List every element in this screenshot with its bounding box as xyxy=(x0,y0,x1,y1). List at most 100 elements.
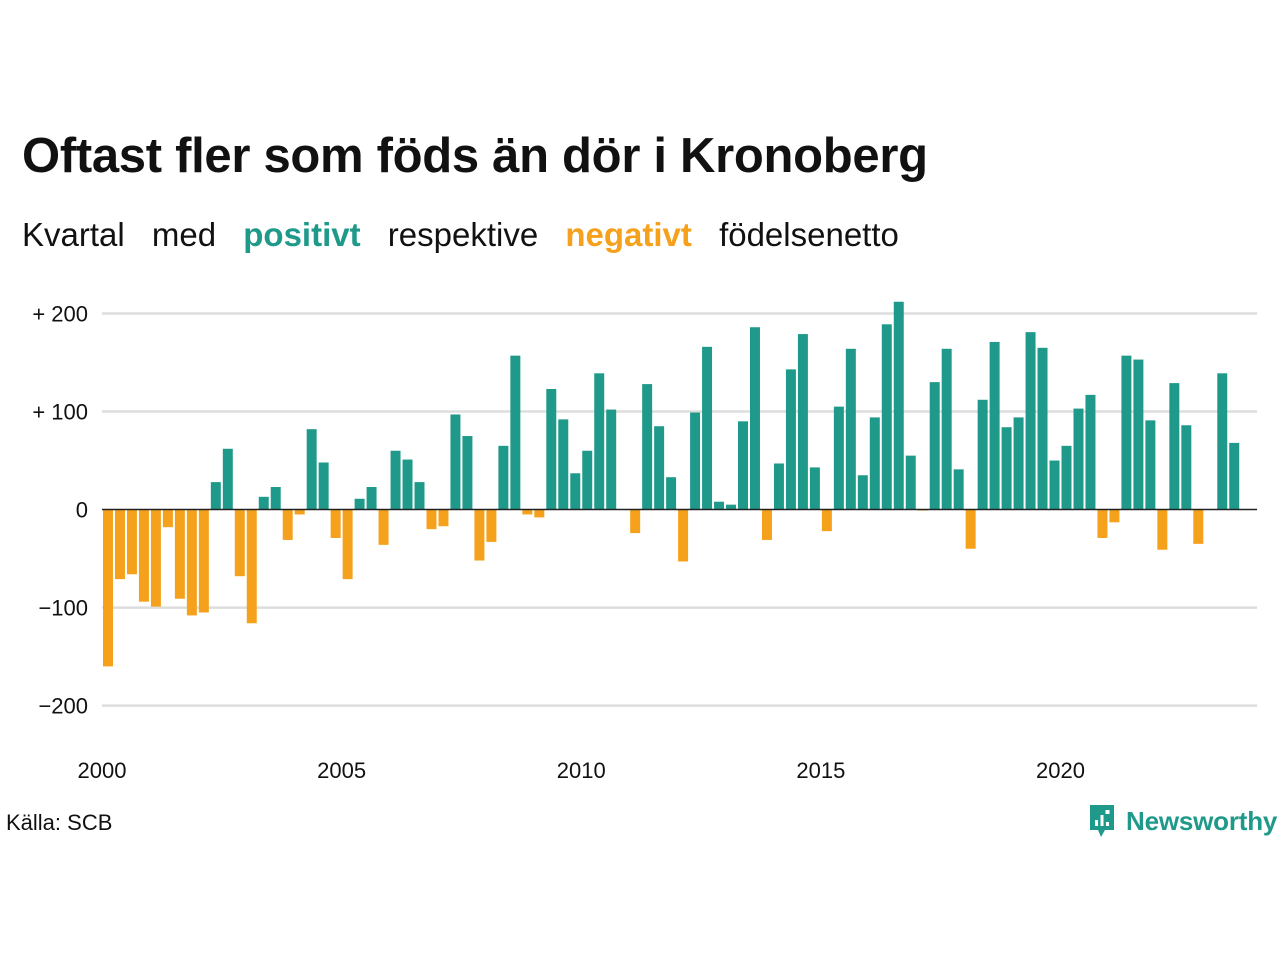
subtitle-word: med xyxy=(151,216,217,253)
bar-positive xyxy=(1025,332,1036,510)
bar-positive xyxy=(1061,445,1072,510)
bar-negative xyxy=(150,509,161,607)
bar-negative xyxy=(534,509,545,518)
bar-negative xyxy=(246,509,257,624)
bar-positive xyxy=(809,467,820,510)
bar-negative xyxy=(198,509,209,613)
bar-negative xyxy=(522,509,533,515)
bar-positive xyxy=(929,382,940,510)
bar-negative xyxy=(965,509,976,549)
bar-positive xyxy=(869,417,880,510)
bar-negative xyxy=(438,509,449,527)
bar-positive xyxy=(797,334,808,510)
bar-positive xyxy=(1049,460,1060,510)
bar-positive xyxy=(953,469,964,510)
bar-positive xyxy=(977,399,988,510)
bar-negative xyxy=(294,509,305,515)
bar-positive xyxy=(773,463,784,510)
bar-positive xyxy=(749,327,760,510)
bar-positive xyxy=(318,462,329,510)
bar-positive xyxy=(1145,420,1156,510)
bar-positive xyxy=(222,448,233,510)
bar-positive xyxy=(510,355,521,510)
bar-positive xyxy=(690,412,701,510)
bar-negative xyxy=(342,509,353,580)
bar-negative xyxy=(103,509,113,667)
bar-negative xyxy=(162,509,173,528)
bar-negative xyxy=(1109,509,1120,523)
bar-positive xyxy=(1073,408,1084,510)
bar-positive xyxy=(833,406,844,510)
bar-negative xyxy=(426,509,437,530)
bar-negative xyxy=(126,509,137,575)
bar-positive xyxy=(1229,442,1240,510)
bar-negative xyxy=(486,509,497,542)
bar-negative xyxy=(474,509,485,561)
bar-positive xyxy=(366,487,377,510)
bar-positive xyxy=(666,477,677,510)
subtitle-word: respektive xyxy=(387,216,539,253)
bar-negative xyxy=(761,509,772,540)
source-note: Källa: SCB xyxy=(6,810,113,835)
x-tick-label: 2000 xyxy=(78,758,127,783)
bar-positive xyxy=(306,429,317,510)
bar-positive xyxy=(989,341,1000,510)
grid-layer xyxy=(102,312,1257,707)
bar-negative xyxy=(114,509,125,580)
bar-positive xyxy=(270,487,281,510)
bar-positive xyxy=(594,373,605,510)
bar-negative xyxy=(1097,509,1108,538)
bar-positive xyxy=(210,482,221,510)
bar-positive xyxy=(702,346,713,510)
bar-negative xyxy=(630,509,641,534)
bar-negative xyxy=(186,509,197,616)
bar-positive xyxy=(714,501,725,510)
chart-subtitle: Kvartal med positivt respektive negativt… xyxy=(22,216,917,254)
bar-positive xyxy=(654,426,665,510)
newsworthy-logo: Newsworthy xyxy=(1088,803,1277,839)
bar-positive xyxy=(414,482,425,510)
chart-title: Oftast fler som föds än dör i Kronoberg xyxy=(22,129,928,183)
bar-positive xyxy=(738,421,748,510)
bar-positive xyxy=(582,450,593,510)
bar-positive xyxy=(606,409,617,510)
axis-layer: + 200 + 100 0 −100 −200 2000 2005 2010 2015 2020 xyxy=(32,302,1257,783)
subtitle-word: födelsenetto xyxy=(719,216,899,253)
y-tick-label: −200 xyxy=(38,694,88,719)
bar-positive xyxy=(905,455,916,510)
bar-positive xyxy=(857,475,868,510)
bar-positive xyxy=(726,504,737,510)
bar-positive xyxy=(354,498,365,510)
bar-positive xyxy=(1169,383,1180,510)
y-tick-label: + 100 xyxy=(32,400,88,425)
newsworthy-logo-icon xyxy=(1090,805,1114,837)
bar-positive xyxy=(462,436,473,510)
bar-positive xyxy=(1181,425,1192,510)
bar-positive xyxy=(1217,373,1228,510)
bar-positive xyxy=(546,388,557,510)
x-tick-label: 2005 xyxy=(317,758,366,783)
bar-positive xyxy=(1133,359,1144,510)
bar-positive xyxy=(785,369,796,510)
bar-positive xyxy=(450,414,461,510)
bar-positive xyxy=(1037,347,1048,510)
bar-positive xyxy=(881,324,892,510)
subtitle-word: Kvartal xyxy=(22,216,125,253)
bar-negative xyxy=(330,509,341,538)
y-tick-label: −100 xyxy=(38,596,88,621)
bar-positive xyxy=(1085,394,1096,510)
bar-positive xyxy=(1001,427,1012,510)
y-tick-label: 0 xyxy=(76,498,88,523)
bar-positive xyxy=(558,419,569,510)
bar-negative xyxy=(1193,509,1204,544)
bar-negative xyxy=(138,509,149,602)
x-tick-label: 2010 xyxy=(557,758,606,783)
subtitle-positive: positivt xyxy=(243,216,361,253)
bar-positive xyxy=(1013,417,1024,510)
bar-positive xyxy=(402,459,413,510)
bar-negative xyxy=(678,509,689,562)
bar-negative xyxy=(821,509,832,532)
newsworthy-logo-text: Newsworthy xyxy=(1126,805,1278,836)
bar-positive xyxy=(941,348,952,510)
